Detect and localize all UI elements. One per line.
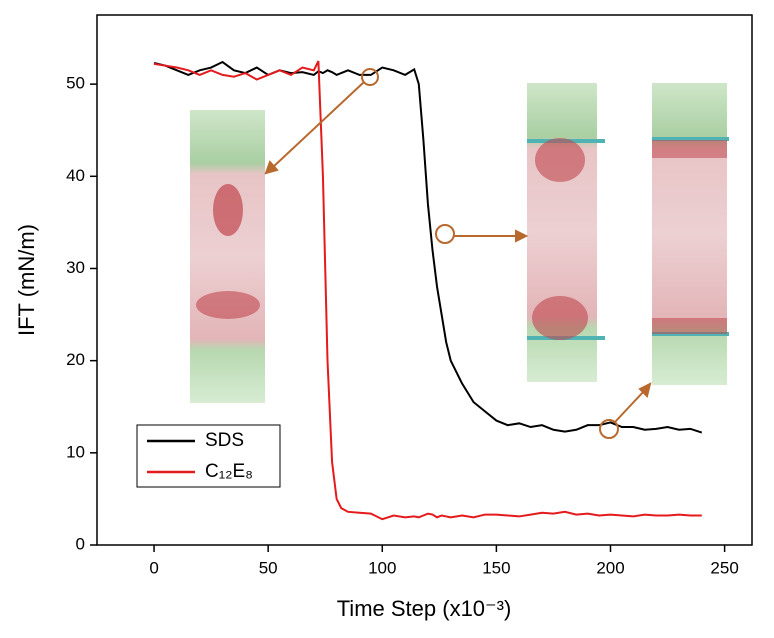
snapshot	[652, 83, 727, 385]
arrowhead	[264, 160, 279, 175]
y-tick-label: 50	[66, 74, 85, 93]
droplet	[532, 296, 588, 340]
arrow	[614, 389, 646, 423]
plot-frame	[96, 14, 753, 546]
film	[652, 140, 727, 158]
highlight-circle	[599, 419, 619, 439]
plot-area	[153, 60, 703, 521]
legend-label: SDS	[205, 430, 244, 451]
snapshots	[190, 83, 729, 403]
snapshot	[190, 110, 265, 403]
highlight-circle	[435, 224, 455, 244]
y-axis-label: IFT (mN/m)	[14, 224, 39, 336]
x-tick-label: 250	[710, 558, 738, 577]
highlight-circle	[361, 68, 379, 86]
y-tick-label: 20	[66, 350, 85, 369]
x-tick-label: 50	[259, 558, 278, 577]
legend-label: C₁₂E₈	[205, 461, 253, 482]
x-tick-label: 100	[368, 558, 396, 577]
droplet	[213, 184, 243, 236]
y-tick-label: 30	[66, 258, 85, 277]
arrowhead	[515, 229, 529, 243]
series-line	[153, 60, 702, 521]
annotations	[264, 68, 652, 439]
droplet	[196, 291, 260, 319]
x-tick-label: 150	[482, 558, 510, 577]
y-tick-label: 10	[66, 442, 85, 461]
arrowhead	[638, 382, 652, 398]
x-axis-label: Time Step (x10⁻³)	[337, 596, 512, 621]
x-tick-label: 0	[149, 558, 158, 577]
y-tick-label: 40	[66, 166, 85, 185]
arrow	[271, 81, 365, 169]
series-line	[153, 60, 703, 434]
droplet	[535, 138, 585, 182]
x-tick-label: 200	[596, 558, 624, 577]
y-tick-label: 0	[76, 534, 85, 553]
film	[652, 318, 727, 334]
legend-box	[136, 424, 281, 488]
